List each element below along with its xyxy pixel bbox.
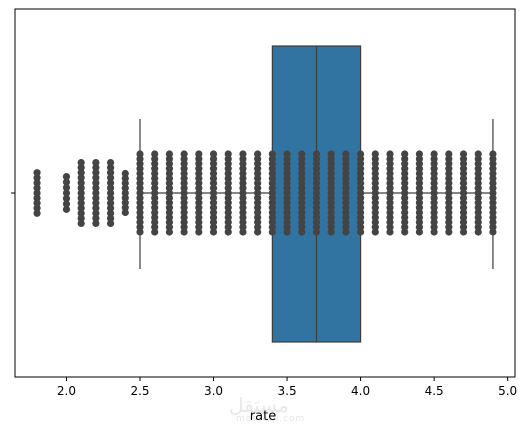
strip-point xyxy=(106,194,115,202)
strip-point xyxy=(92,204,100,212)
x-tick-label: 5.0 xyxy=(498,384,517,398)
strip-point xyxy=(33,174,41,182)
strip-point xyxy=(106,214,115,222)
strip-point xyxy=(342,228,350,236)
strip-point xyxy=(77,158,85,167)
strip-point xyxy=(77,174,85,182)
strip-point xyxy=(77,219,85,228)
strip-point xyxy=(62,194,71,203)
strip-point xyxy=(77,194,85,202)
strip-point xyxy=(92,219,100,228)
strip-point xyxy=(327,228,335,236)
strip-point xyxy=(33,189,41,197)
strip-point xyxy=(106,219,115,228)
strip-point xyxy=(62,183,71,192)
strip-point xyxy=(92,189,100,197)
strip-point xyxy=(239,228,247,236)
strip-point xyxy=(62,200,71,208)
strip-point xyxy=(92,169,100,177)
strip-point xyxy=(489,228,497,236)
strip-point xyxy=(62,178,71,186)
strip-point xyxy=(106,158,115,167)
x-tick-label: 4.5 xyxy=(425,384,444,398)
strip-point xyxy=(77,164,85,172)
strip-point xyxy=(106,179,115,187)
strip-point xyxy=(77,204,85,212)
strip-point xyxy=(180,228,188,236)
strip-point xyxy=(33,209,41,217)
strip-point xyxy=(77,199,85,207)
strip-point xyxy=(33,179,41,187)
strip-point xyxy=(33,199,41,207)
strip-point xyxy=(92,214,100,222)
strip-point xyxy=(151,228,159,236)
strip-point xyxy=(62,205,71,213)
x-axis-label: rate xyxy=(250,409,276,424)
strip-point xyxy=(92,209,100,217)
strip-point xyxy=(312,228,321,236)
strip-point xyxy=(92,174,100,182)
strip-point xyxy=(106,189,115,197)
strip-point xyxy=(386,228,394,236)
strip-point xyxy=(283,228,291,236)
strip-point xyxy=(445,228,453,236)
x-tick-label: 4.0 xyxy=(351,384,370,398)
strip-point xyxy=(106,184,115,192)
strip-point xyxy=(268,228,276,236)
strip-point xyxy=(106,209,115,217)
strip-point xyxy=(298,228,306,236)
strip-point xyxy=(77,169,85,177)
strip-point xyxy=(106,204,115,212)
strip-point xyxy=(415,228,424,236)
strip-point xyxy=(62,189,71,197)
strip-point xyxy=(356,228,365,236)
strip-point xyxy=(92,194,100,202)
strip-point xyxy=(254,228,262,236)
strip-point xyxy=(92,199,100,207)
strip-point xyxy=(92,179,100,187)
strip-point xyxy=(33,194,41,202)
strip-point xyxy=(77,184,85,192)
strip-point xyxy=(106,169,115,177)
x-tick-label: 3.5 xyxy=(278,384,297,398)
strip-point xyxy=(62,173,71,181)
strip-point xyxy=(33,204,41,212)
x-tick-label: 3.0 xyxy=(204,384,223,398)
strip-point xyxy=(92,184,100,192)
strip-point xyxy=(121,208,129,217)
strip-point xyxy=(33,184,41,192)
strip-point xyxy=(430,228,438,236)
strip-point xyxy=(401,228,409,236)
strip-point xyxy=(195,228,203,236)
strip-point xyxy=(106,164,115,172)
strip-point xyxy=(224,228,232,236)
x-tick-label: 2.0 xyxy=(57,384,76,398)
strip-point xyxy=(92,164,100,172)
strip-point xyxy=(106,174,115,182)
strip-point xyxy=(474,228,482,236)
strip-point xyxy=(77,209,85,217)
x-tick-label: 2.5 xyxy=(130,384,149,398)
strip-point xyxy=(92,158,100,167)
strip-point xyxy=(136,228,144,236)
strip-point xyxy=(459,228,468,236)
strip-point xyxy=(106,199,115,207)
strip-point xyxy=(33,169,41,177)
strip-point xyxy=(371,228,379,236)
strip-point xyxy=(165,228,174,236)
strip-point xyxy=(77,179,85,187)
strip-point xyxy=(209,228,218,236)
strip-point xyxy=(77,189,85,197)
strip-point xyxy=(77,214,85,222)
